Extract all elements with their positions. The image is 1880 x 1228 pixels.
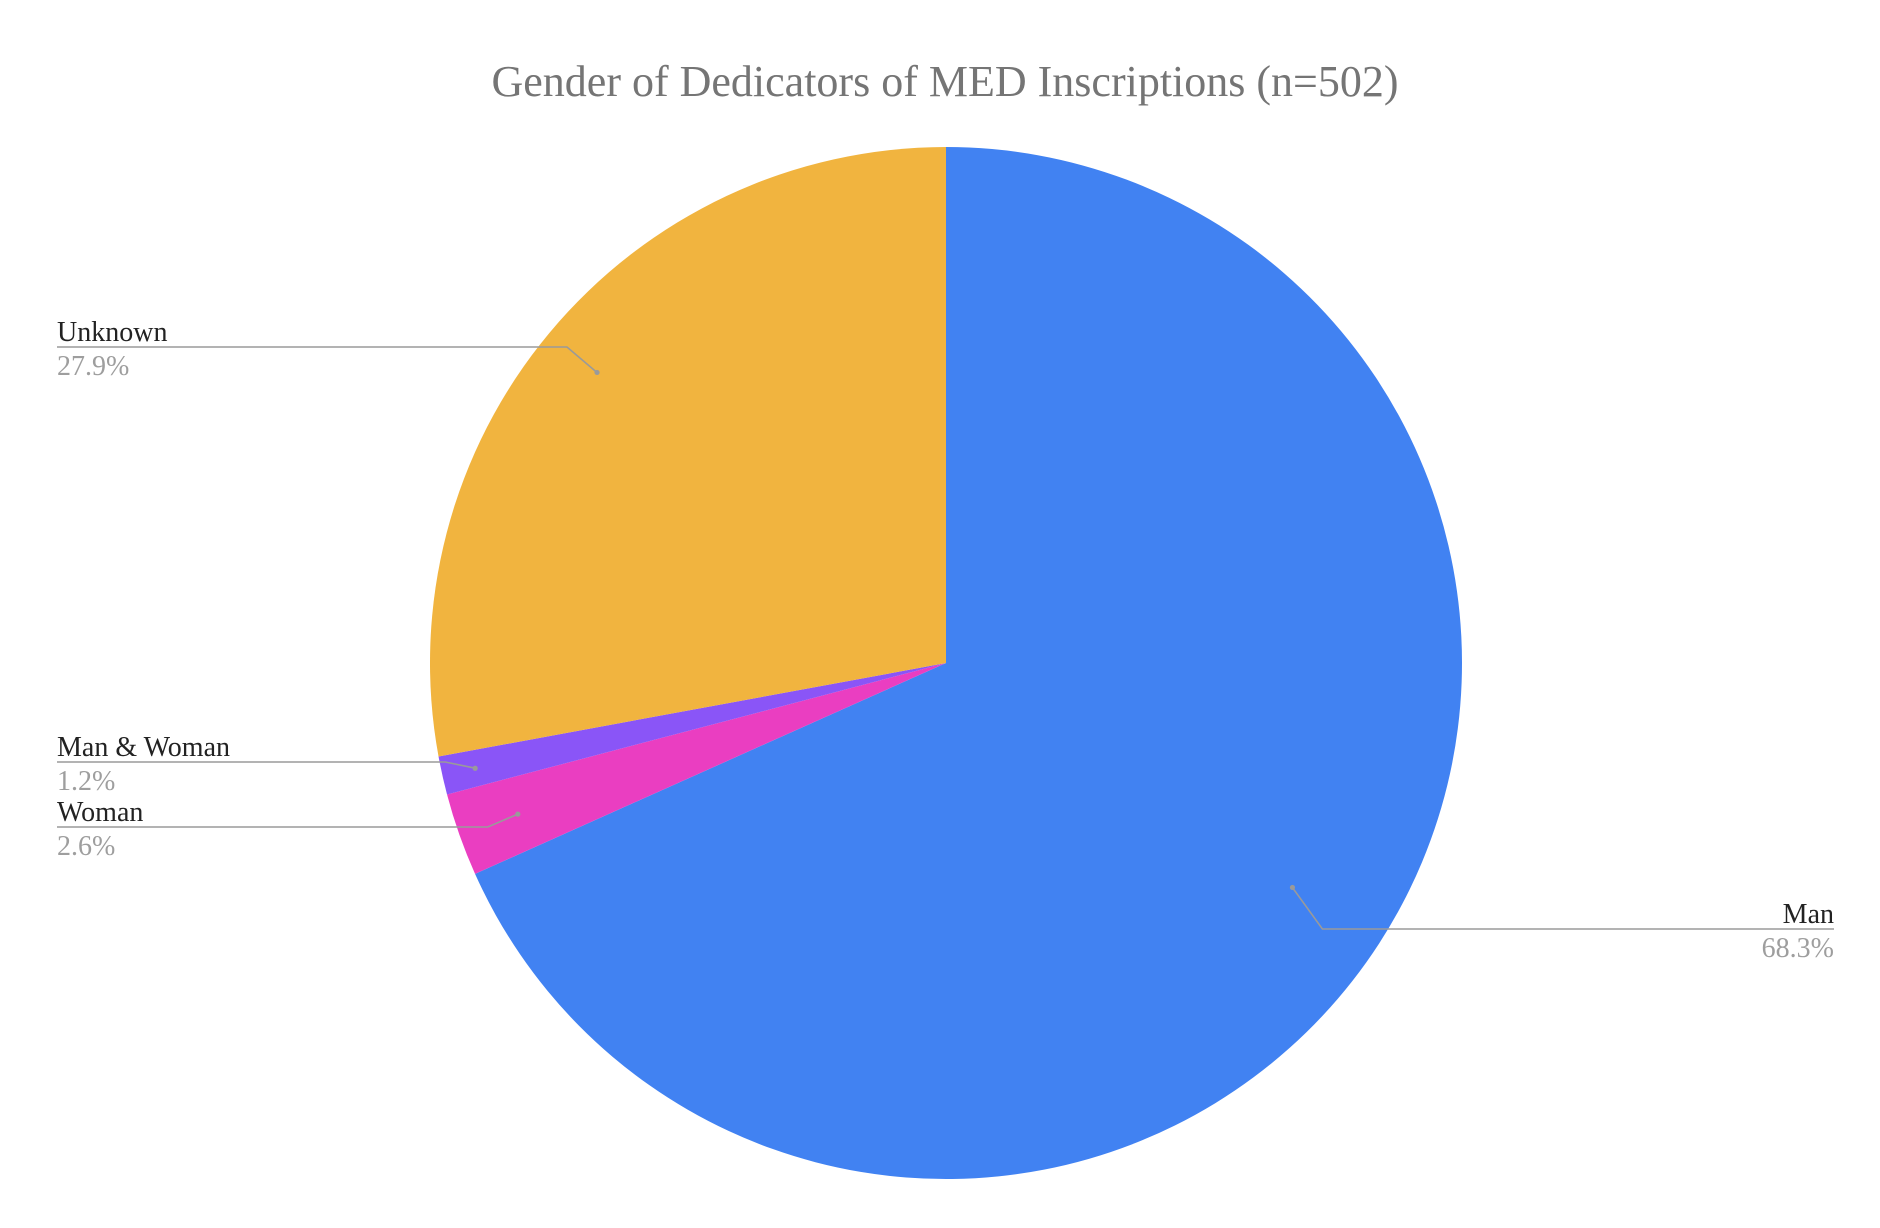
slice-label-woman: Woman (57, 797, 143, 828)
slice-percent-woman: 2.6% (57, 831, 115, 862)
leader-line-man-and-woman (57, 761, 476, 769)
pie-slice-woman (447, 663, 946, 874)
leader-line-unknown (57, 346, 598, 374)
slice-percent-unknown: 27.9% (57, 351, 129, 382)
pie-slice-man (475, 147, 1463, 1179)
slice-label-man: Man (1783, 899, 1834, 930)
chart-title: Gender of Dedicators of MED Inscriptions… (491, 57, 1398, 106)
slice-label-unknown: Unknown (57, 317, 167, 348)
slice-percent-man-and-woman: 1.2% (57, 766, 115, 797)
slice-label-man-and-woman: Man & Woman (57, 732, 230, 763)
slice-percent-man: 68.3% (1762, 933, 1834, 964)
leader-line-woman (57, 813, 519, 828)
leader-line-man (1291, 887, 1834, 930)
pie-slice-unknown (429, 147, 947, 757)
pie-slices (429, 147, 1463, 1179)
pie-slice-man-and-woman (438, 663, 946, 795)
